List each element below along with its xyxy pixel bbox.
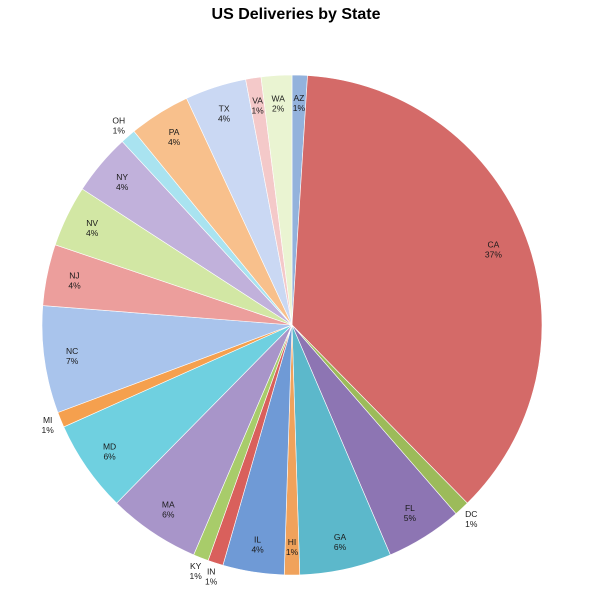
- slice-label-percent: 1%: [286, 547, 299, 557]
- slice-label-name: NC: [66, 346, 78, 356]
- slice-label-name: IN: [207, 566, 216, 576]
- slice-label-percent: 1%: [113, 126, 126, 136]
- slice-label-fl: FL5%: [404, 503, 417, 523]
- slice-label-ma: MA6%: [162, 499, 175, 519]
- slice-label-il: IL4%: [251, 534, 264, 554]
- slice-label-percent: 4%: [168, 137, 181, 147]
- slice-label-percent: 1%: [251, 106, 264, 116]
- slice-label-md: MD6%: [103, 442, 116, 462]
- slice-label-percent: 5%: [404, 513, 417, 523]
- slice-label-ny: NY4%: [116, 172, 129, 192]
- slice-label-name: VA: [252, 96, 263, 106]
- slice-label-name: WA: [272, 93, 286, 103]
- slice-label-va: VA1%: [251, 96, 264, 116]
- slice-label-hi: HI1%: [286, 537, 299, 557]
- slice-label-az: AZ1%: [293, 93, 306, 113]
- slice-label-percent: 6%: [103, 452, 116, 462]
- slice-label-name: GA: [334, 532, 347, 542]
- slice-label-name: AZ: [293, 93, 304, 103]
- pie-slices: [41, 74, 543, 576]
- slice-label-name: FL: [405, 503, 415, 513]
- slice-label-wa: WA2%: [272, 93, 286, 113]
- chart-title: US Deliveries by State: [211, 6, 381, 23]
- slice-label-nv: NV4%: [86, 218, 99, 238]
- slice-label-nj: NJ4%: [68, 270, 81, 290]
- pie-slice-nc: [41, 305, 293, 413]
- slice-label-percent: 4%: [86, 228, 99, 238]
- slice-label-percent: 4%: [68, 280, 81, 290]
- slice-label-ky: KY1%: [190, 561, 203, 581]
- slice-label-name: NY: [116, 172, 128, 182]
- slice-label-name: MA: [162, 499, 175, 509]
- slice-label-name: PA: [169, 127, 180, 137]
- slice-label-in: IN1%: [205, 566, 218, 586]
- slice-label-percent: 6%: [334, 542, 347, 552]
- pie-slice-wa: [260, 74, 293, 326]
- slice-label-name: NV: [86, 218, 98, 228]
- slice-label-percent: 7%: [66, 356, 79, 366]
- slice-label-percent: 1%: [293, 103, 306, 113]
- slice-label-percent: 6%: [162, 509, 175, 519]
- slice-label-name: DC: [465, 509, 477, 519]
- slice-label-name: MI: [43, 415, 52, 425]
- slice-label-name: HI: [288, 537, 297, 547]
- slice-label-mi: MI1%: [42, 415, 55, 435]
- slice-label-percent: 4%: [116, 182, 129, 192]
- slice-label-pa: PA4%: [168, 127, 181, 147]
- slice-label-name: KY: [190, 561, 202, 571]
- slice-label-dc: DC1%: [465, 509, 478, 529]
- slice-label-percent: 1%: [42, 425, 55, 435]
- slice-label-percent: 1%: [205, 576, 218, 586]
- slice-label-name: MD: [103, 442, 116, 452]
- slice-label-tx: TX4%: [218, 104, 231, 124]
- slice-label-name: TX: [219, 104, 230, 114]
- slice-label-oh: OH1%: [112, 116, 125, 136]
- slice-label-percent: 1%: [190, 571, 203, 581]
- slice-label-percent: 4%: [251, 544, 264, 554]
- slice-label-name: CA: [487, 240, 499, 250]
- slice-label-name: IL: [254, 534, 261, 544]
- pie-slice-ca: [291, 75, 543, 504]
- pie-labels: AZ1%CA37%DC1%FL5%GA6%HI1%IL4%IN1%KY1%MA6…: [42, 93, 503, 586]
- slice-label-percent: 1%: [465, 519, 478, 529]
- slice-label-name: NJ: [69, 270, 79, 280]
- slice-label-ga: GA6%: [334, 532, 347, 552]
- slice-label-percent: 2%: [272, 103, 285, 113]
- slice-label-nc: NC7%: [66, 346, 79, 366]
- slice-label-percent: 4%: [218, 114, 231, 124]
- slice-label-name: OH: [112, 116, 125, 126]
- slice-label-percent: 37%: [485, 250, 502, 260]
